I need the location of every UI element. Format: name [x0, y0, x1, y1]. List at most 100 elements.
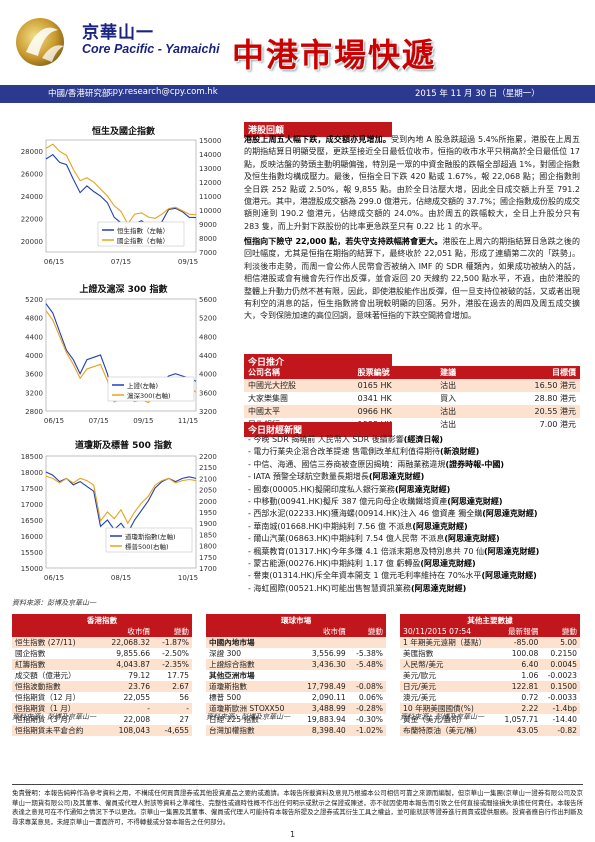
table-cell: - [153, 703, 192, 714]
column-header: 收市價 [100, 626, 154, 637]
table-cell: 恒指期貨（12 月） [15, 693, 81, 702]
table-cell: 17.75 [167, 671, 189, 680]
table-cell: -1.87% [153, 637, 192, 648]
table-cell: -2.50% [162, 649, 189, 658]
table-cell: 中國內地市場 [206, 637, 299, 648]
page-header: 京華山一 Core Pacific - Yamaichi 中港市場快遞 [0, 0, 595, 85]
chart-hsi-hscei-title: 恒生及國企指數 [91, 127, 155, 137]
news-item[interactable]: - 今晚 SDR 揭曉前 人民幣入 SDR 後續影響(經濟日報) [248, 434, 584, 446]
table-cell: 2.67 [153, 681, 192, 692]
table-cell: 8,398.40 [298, 725, 349, 736]
news-item-source: (阿思達克財經) [444, 534, 500, 544]
table-cell: - [100, 703, 154, 714]
y-left-tick-label: 22000 [21, 215, 43, 223]
news-item[interactable]: - 楓葉教育(01317.HK)今年多賺 4.1 倍派末期息及特別息共 70 仙… [248, 546, 584, 558]
table-cell: 布蘭特原油（美元/桶） [400, 725, 498, 736]
y-right-tick-label: 1900 [199, 520, 217, 528]
table-cell: 100.08 [511, 649, 539, 658]
legend-label: 上證(左軸) [127, 381, 158, 390]
company-name-english: Core Pacific - Yamaichi [82, 42, 220, 56]
y-right-tick-label: 3200 [199, 408, 217, 416]
table-cell: 黃金（美元/盎司） [403, 715, 467, 724]
y-right-tick-label: 5200 [199, 315, 217, 323]
y-right-tick-label: 1750 [199, 554, 217, 562]
table-row: 恒指期貨（3 月） 22,008 27 [12, 714, 192, 725]
table-row: 澳元/美元 0.72 -0.0033 [400, 692, 580, 703]
table-cell: -5.48% [348, 659, 386, 670]
y-right-tick-label: 13000 [199, 165, 221, 173]
market-review-lead-2: 恒指向下險守 22,000 點，若失守支持跌幅將會更大。 [244, 237, 443, 246]
table-cell: 27 [179, 715, 189, 724]
news-item[interactable]: - 華南城(01668.HK)中期純利 7.56 億 不派息(阿思達克財經) [248, 521, 584, 533]
masthead-title: 中港市場快遞 [232, 36, 437, 74]
news-item[interactable]: - 爾山汽業(06863.HK)中期純利 7.54 億人民幣 不派息(阿思達克財… [248, 533, 584, 545]
y-right-tick-label: 5600 [199, 296, 217, 304]
table-row: 其他亞洲市場 [206, 670, 386, 681]
table-cell: -5.38% [356, 649, 383, 658]
news-item[interactable]: - 譽東(01314.HK)斥全年資本開支 1 億元毛利率維持在 70%水平(阿… [248, 570, 584, 582]
table-cell: 深證 300 [209, 649, 242, 658]
y-left-tick-label: 5200 [25, 296, 43, 304]
chart-shcomp-csi300: 5200 4800 4400 4000 3600 3200 2800 5600 5200 4800… [25, 296, 217, 425]
y-right-tick-label: 12000 [199, 179, 221, 187]
column-header: 收市價 [298, 626, 349, 637]
y-left-tick-label: 16000 [21, 533, 43, 541]
table-cell: 3,556.99 [311, 649, 346, 658]
other-data-table: 其他主要數據 30/11/2015 07:54 最新報價 變動 1 年期美元遠期（基點）… [400, 614, 580, 736]
y-left-tick-label: 20000 [21, 238, 43, 246]
tips-cell: 沽出 [436, 379, 484, 392]
table-cell: 日元/美元 [400, 681, 498, 692]
news-item[interactable]: - 中移動(00941.HK)擬斥 387 億元向母企收購鐵塔資產(阿思達克財經… [248, 496, 584, 508]
table-cell: -4,655 [153, 725, 192, 736]
legend-box [97, 221, 185, 247]
y-right-tick-label: 4000 [199, 371, 217, 379]
chart-source-note: 資料來源：彭博及京華山一 [12, 599, 96, 607]
table-cell: 台灣加權指數 [206, 725, 299, 736]
column-header [12, 626, 101, 637]
news-item[interactable]: - IATA 預警全球航空數量長期增長(阿思達克財經) [248, 471, 584, 483]
table-cell: -0.0023 [547, 671, 577, 680]
y-right-tick-label: 4400 [199, 352, 217, 360]
table-cell: 道瓊斯指數 [206, 681, 299, 692]
tips-table: 公司名稱 股票編號 建議 目標價 中國光大控股 0165 HK 沽出 16.50 港元… [244, 366, 580, 431]
news-item[interactable]: - 西部水泥(02233.HK)獲海螺(00914.HK)注入 46 億資產 獨… [248, 508, 584, 520]
news-item[interactable]: - 國泰(00005.HK)擬開印度私人銀行業務(阿思達克財經) [248, 484, 584, 496]
table-cell: 0.1500 [541, 681, 580, 692]
news-item[interactable]: - 電力行業央企混合改革提速 售電側改革紅利值得期待(新浪財經) [248, 446, 584, 458]
legend-box [107, 376, 195, 402]
x-tick-label: 10/15 [178, 574, 198, 582]
table-row: 恒指期貨未平倉合約 108,043 -4,655 [12, 725, 192, 736]
news-item-text: - 中信、海通、國信三券商被查原因揭曉：兩融業務違規 [248, 459, 446, 469]
table-row: 恒指期貨（12 月） 22,055 56 [12, 692, 192, 703]
y-left-tick-label: 26000 [21, 171, 43, 179]
table-cell: 恒生指數 (27/11) [12, 637, 101, 648]
table-cell: 恒指波動指數 [12, 681, 101, 692]
news-item[interactable]: - 中信、海通、國信三券商被查原因揭曉：兩融業務違規(證券時報-中國) [248, 459, 584, 471]
news-item[interactable]: - 蒙古能源(00276.HK)中期純利 1.17 億 虧轉盈(阿思達克財經) [248, 558, 584, 570]
table-cell: 5.00 [541, 637, 580, 648]
y-left-tick-label: 3600 [25, 371, 43, 379]
y-left-tick-label: 17000 [21, 501, 43, 509]
y-left-tick-label: 18500 [21, 453, 43, 461]
column-header: 變動 [153, 626, 192, 637]
table-cell: -0.08% [348, 681, 386, 692]
x-tick-label: 07/15 [89, 417, 109, 425]
legend-label: 恒生指數（左軸） [117, 226, 169, 235]
table-cell: -0.30% [356, 715, 383, 724]
company-name-chinese: 京華山一 [82, 23, 154, 43]
table-cell: 6.40 [497, 659, 542, 670]
table-row: 標普 500 2,090.11 0.06% [206, 692, 386, 703]
tips-cell: 買入 [440, 394, 457, 403]
tips-cell: 7.00 港元 [539, 420, 576, 429]
table-row: 布蘭特原油（美元/桶） 43.05 -0.82 [400, 725, 580, 736]
news-item-source: (阿思達克財經) [447, 497, 503, 507]
table-cell: 22,008 [123, 715, 151, 724]
research-email-link[interactable]: cpy.research@cpy.com.hk [108, 87, 218, 97]
y-left-tick-label: 2800 [25, 408, 43, 416]
news-item-text: - 楓葉教育(01317.HK)今年多賺 4.1 倍派末期息及特別息共 70 仙 [248, 546, 484, 556]
table-cell: 0.72 [521, 693, 539, 702]
news-item[interactable]: - 海虹國際(00521.HK)可能出售智慧資訊業務(阿思達克財經) [248, 583, 584, 595]
market-review-heading: 港股回顧 [244, 122, 392, 137]
table-cell: -1.4bp [541, 703, 580, 714]
news-item-source: (證券時報-中國) [445, 459, 505, 469]
